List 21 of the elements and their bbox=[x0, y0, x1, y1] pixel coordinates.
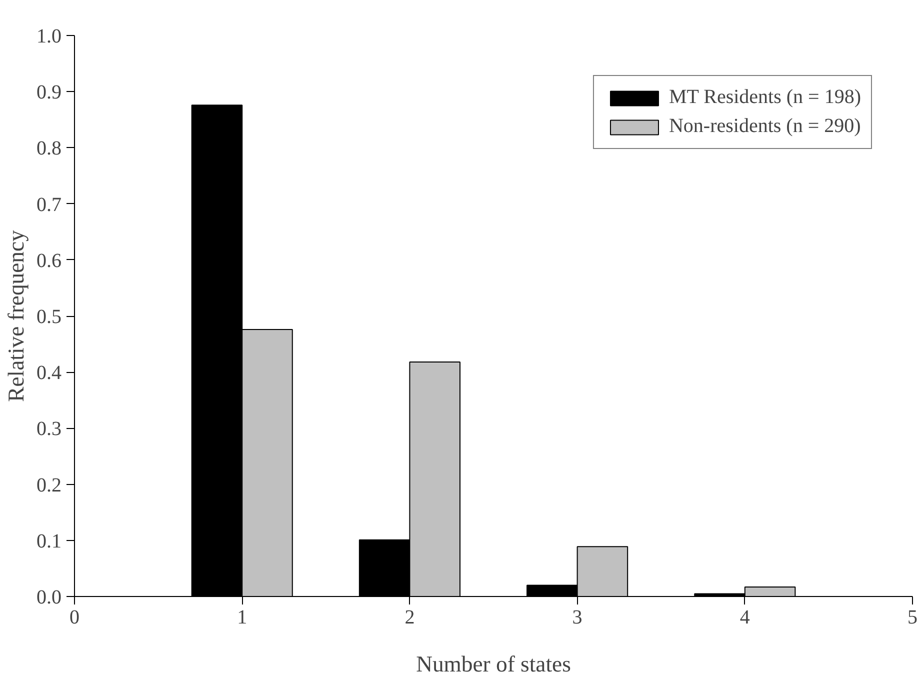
x-tick-label: 0 bbox=[70, 606, 80, 628]
y-tick-label: 1.0 bbox=[36, 26, 62, 48]
y-tick-label: 0.5 bbox=[36, 306, 62, 328]
y-tick-label: 0.9 bbox=[36, 82, 62, 104]
x-tick-label: 2 bbox=[404, 606, 415, 628]
x-tick-label: 1 bbox=[237, 606, 248, 628]
legend-label: MT Residents (n = 198) bbox=[668, 86, 861, 109]
x-axis-title: Number of states bbox=[416, 652, 571, 676]
y-tick-label: 0.6 bbox=[36, 250, 62, 272]
y-tick-label: 0.2 bbox=[36, 474, 62, 496]
y-tick-label: 0.4 bbox=[36, 362, 62, 384]
x-tick-label: 3 bbox=[572, 606, 582, 628]
y-tick-label: 0.0 bbox=[36, 586, 62, 608]
y-tick-label: 0.3 bbox=[36, 418, 62, 440]
y-axis-title: Relative frequency bbox=[4, 229, 28, 402]
y-tick-label: 0.1 bbox=[36, 530, 62, 552]
y-tick-label: 0.7 bbox=[36, 194, 62, 216]
x-tick-label: 5 bbox=[908, 606, 918, 628]
y-tick-label: 0.8 bbox=[36, 138, 62, 160]
legend-label: Non-residents (n = 290) bbox=[668, 115, 861, 138]
x-tick-label: 4 bbox=[740, 606, 750, 628]
